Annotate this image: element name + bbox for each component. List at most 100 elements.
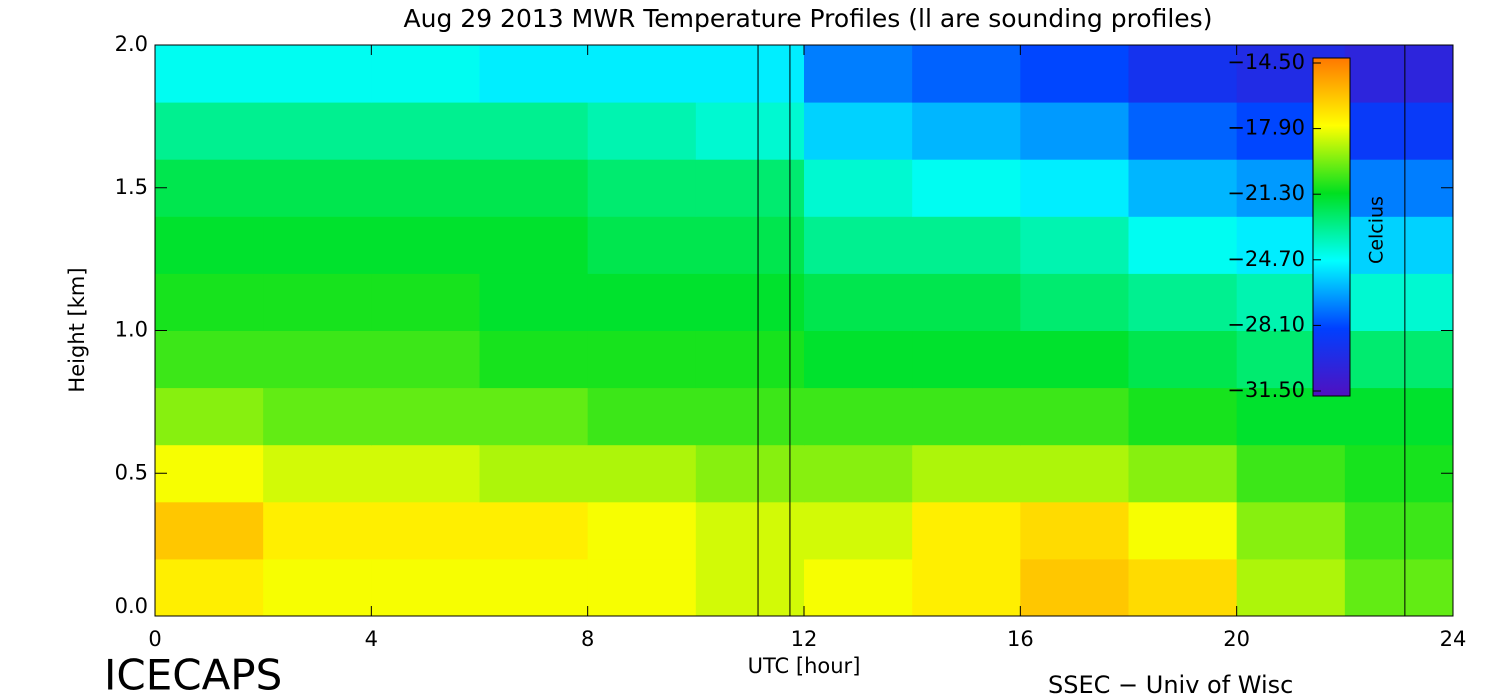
heatmap-cell (804, 330, 913, 389)
heatmap-cell (1020, 558, 1129, 617)
heatmap-cell (695, 159, 805, 217)
heatmap-cell (587, 444, 697, 503)
heatmap-cell (371, 102, 480, 160)
heatmap-cell (479, 501, 589, 560)
heatmap-cell (587, 45, 697, 103)
heatmap-cell (479, 159, 589, 217)
y-tick-label: 1.0 (115, 318, 148, 342)
heatmap-cell (155, 444, 264, 503)
heatmap-cell (263, 102, 372, 160)
heatmap-cell (1128, 102, 1238, 160)
y-tick-label: 0.0 (115, 594, 148, 618)
colorbar-tick-label: −28.10 (1227, 312, 1305, 336)
heatmap-cell (1236, 444, 1346, 503)
heatmap-cell (479, 387, 589, 446)
heatmap-cell (479, 558, 589, 617)
heatmap-cell (804, 501, 913, 560)
heatmap-cell (1128, 216, 1238, 274)
heatmap-cell (1128, 273, 1238, 331)
heatmap-cell (695, 273, 805, 331)
colorbar-tick-label: −21.30 (1227, 181, 1305, 205)
heatmap-cell (479, 102, 589, 160)
footer-right: SSEC − Univ of Wisc (1048, 671, 1293, 699)
heatmap-cell (1344, 501, 1454, 560)
heatmap-cell (912, 330, 1021, 389)
x-tick-label: 0 (148, 627, 161, 651)
heatmap-cell (155, 102, 264, 160)
heatmap-cell (371, 501, 480, 560)
heatmap-cell (1344, 387, 1454, 446)
heatmap-cell (804, 558, 913, 617)
heatmap-cell (587, 273, 697, 331)
x-tick-label: 8 (581, 627, 594, 651)
heatmap-cell (263, 159, 372, 217)
heatmap-cell (263, 330, 372, 389)
heatmap-cell (912, 102, 1021, 160)
heatmap-cell (695, 216, 805, 274)
heatmap-cell (695, 501, 805, 560)
heatmap-cell (155, 159, 264, 217)
y-tick-label: 1.5 (115, 175, 148, 199)
heatmap-cell (479, 273, 589, 331)
heatmap-cell (1236, 558, 1346, 617)
colorbar-tick-label: −24.70 (1227, 247, 1305, 271)
heatmap-cell (587, 159, 697, 217)
x-tick-label: 20 (1223, 627, 1250, 651)
heatmap-cell (587, 501, 697, 560)
y-tick-label: 0.5 (115, 460, 148, 484)
heatmap-cell (1128, 387, 1238, 446)
heatmap (155, 45, 1454, 617)
heatmap-cell (371, 444, 480, 503)
heatmap-cell (912, 501, 1021, 560)
heatmap-cell (587, 387, 697, 446)
heatmap-cell (912, 444, 1021, 503)
heatmap-cell (1236, 387, 1346, 446)
heatmap-cell (804, 45, 913, 103)
heatmap-cell (912, 159, 1021, 217)
x-axis-label: UTC [hour] (748, 654, 861, 678)
colorbar-tick-label: −14.50 (1227, 50, 1305, 74)
heatmap-cell (155, 273, 264, 331)
x-tick-label: 4 (365, 627, 378, 651)
heatmap-cell (1344, 444, 1454, 503)
y-tick-label: 2.0 (115, 32, 148, 56)
heatmap-cell (1020, 45, 1129, 103)
heatmap-cell (479, 330, 589, 389)
heatmap-cell (1128, 159, 1238, 217)
y-axis-label: Height [km] (65, 267, 89, 392)
heatmap-cell (804, 387, 913, 446)
heatmap-cell (1344, 273, 1454, 331)
heatmap-cell (695, 558, 805, 617)
heatmap-cell (371, 330, 480, 389)
colorbar-tick-label: −17.90 (1227, 116, 1305, 140)
heatmap-cell (1020, 387, 1129, 446)
heatmap-cell (371, 45, 480, 103)
heatmap-cell (1020, 102, 1129, 160)
footer-left: ICECAPS (104, 651, 282, 700)
x-tick-label: 24 (1440, 627, 1467, 651)
heatmap-cell (912, 273, 1021, 331)
heatmap-cell (155, 45, 264, 103)
heatmap-cell (804, 216, 913, 274)
heatmap-cell (912, 558, 1021, 617)
heatmap-cell (587, 102, 697, 160)
heatmap-cell (695, 330, 805, 389)
heatmap-cell (1344, 45, 1454, 103)
heatmap-cell (155, 387, 264, 446)
heatmap-cell (155, 558, 264, 617)
chart-title: Aug 29 2013 MWR Temperature Profiles (ll… (404, 4, 1213, 33)
heatmap-cell (1344, 330, 1454, 389)
heatmap-cell (804, 159, 913, 217)
heatmap-cell (1344, 159, 1454, 217)
heatmap-cell (371, 216, 480, 274)
heatmap-cell (371, 159, 480, 217)
heatmap-cell (1344, 102, 1454, 160)
heatmap-cell (263, 45, 372, 103)
heatmap-cell (695, 444, 805, 503)
heatmap-cell (912, 387, 1021, 446)
heatmap-cell (1344, 216, 1454, 274)
x-tick-label: 12 (791, 627, 818, 651)
heatmap-cell (1020, 501, 1129, 560)
heatmap-cell (371, 273, 480, 331)
